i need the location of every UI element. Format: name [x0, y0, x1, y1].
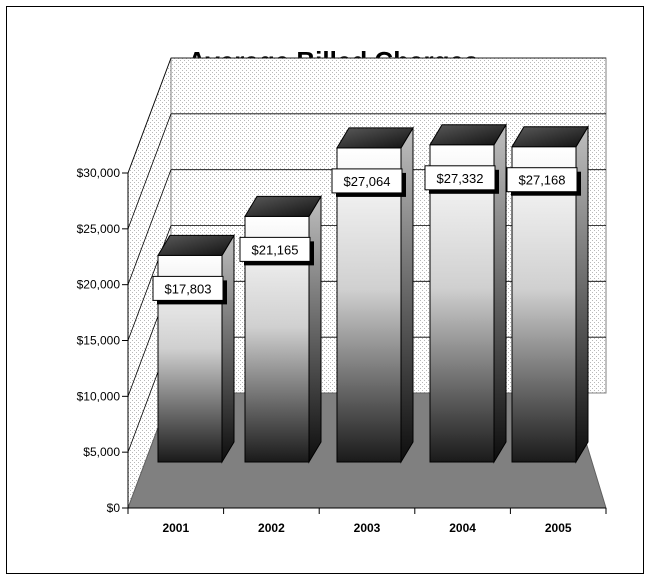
data-label-text-2: $27,064: [344, 174, 391, 189]
x-tick-label-0: 2001: [162, 521, 189, 535]
bar-top-0: [157, 234, 235, 256]
bar-front-3: [429, 144, 495, 463]
bar-top-1: [244, 195, 322, 217]
data-label-3: $27,332: [424, 165, 499, 194]
bar-top-3: [429, 124, 507, 146]
y-tick-label-5: $25,000: [77, 222, 121, 236]
data-label-text-4: $27,168: [519, 173, 566, 188]
y-tick-label-2: $10,000: [77, 389, 121, 403]
data-labels: $17,803 $21,165 $27,064 $27,332 $27,168: [152, 165, 581, 305]
data-label-text-1: $21,165: [252, 242, 299, 257]
data-label-box-1: [239, 236, 311, 262]
x-tick-label-4: 2005: [545, 521, 572, 535]
bar-2001: [157, 233, 235, 464]
gridline-side-6: [127, 57, 172, 174]
x-tick-label-2: 2003: [354, 521, 381, 535]
y-tick-label-4: $20,000: [77, 278, 121, 292]
y-tick-label-0: $0: [107, 501, 121, 515]
gridline-side-4: [127, 169, 172, 285]
data-label-box-2: [331, 168, 403, 194]
data-label-box-3: [424, 165, 496, 191]
x-axis: 2001 2002 2003 2004 2005: [127, 507, 607, 535]
data-label-2: $27,064: [331, 168, 406, 197]
y-tick-label-1: $5,000: [83, 445, 120, 459]
bar-2005: [511, 124, 589, 464]
data-label-box-4: [506, 167, 578, 193]
bar-2002: [244, 194, 322, 464]
bar-top-4: [511, 126, 589, 148]
bar-2004: [429, 122, 507, 464]
gridline-side-3: [127, 225, 172, 341]
bar-2003: [336, 126, 414, 464]
x-tick-label-3: 2004: [449, 521, 476, 535]
data-label-text-0: $17,803: [165, 281, 212, 296]
bar-side-0: [221, 233, 235, 464]
data-label-0: $17,803: [152, 275, 227, 305]
x-tick-label-1: 2002: [258, 521, 285, 535]
bar-top-2: [336, 127, 414, 149]
y-tick-label-6: $30,000: [77, 166, 121, 180]
data-label-text-3: $27,332: [437, 171, 484, 186]
data-label-box-0: [152, 275, 224, 301]
data-label-4: $27,168: [506, 167, 581, 196]
bar-side-1: [308, 194, 322, 464]
bars: [157, 122, 589, 464]
gridline-side-5: [127, 113, 172, 229]
y-tick-label-3: $15,000: [77, 334, 121, 348]
y-axis: $0 $5,000 $10,000 $15,000 $20,000 $25,000 $30,…: [77, 166, 129, 515]
data-label-1: $21,165: [239, 236, 314, 266]
